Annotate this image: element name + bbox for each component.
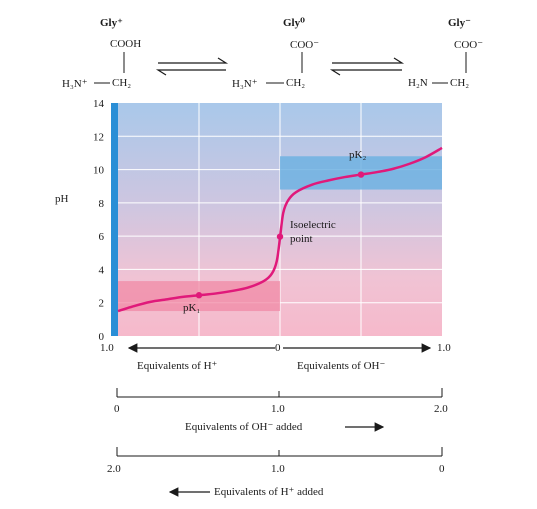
equilibrium-arrow-1 xyxy=(155,57,229,76)
pk1-point xyxy=(195,292,203,299)
bottom-axis-1 xyxy=(116,388,443,398)
species-group: COO⁻ xyxy=(454,39,484,51)
y-tick-label: 12 xyxy=(93,131,104,143)
y-tick-label: 14 xyxy=(93,98,105,110)
species-bonds xyxy=(94,52,467,84)
x-caption-oh: Equivalents of OH⁻ xyxy=(297,360,386,372)
x-caption-h: Equivalents of H⁺ xyxy=(137,360,218,372)
left-color-bar xyxy=(111,103,118,336)
species-name: Gly⁰ xyxy=(283,17,305,29)
axis2-tick-2: 0 xyxy=(439,463,445,475)
axis2-tick-0: 2.0 xyxy=(107,463,121,475)
species-name: Gly⁻ xyxy=(448,17,471,29)
y-tick-label: 0 xyxy=(99,331,105,343)
bottom-axis-2 xyxy=(116,447,443,457)
species-amine: H₃N⁺ xyxy=(62,78,88,90)
isoelectric-point xyxy=(276,233,284,240)
y-tick-label: 10 xyxy=(93,165,105,177)
x-top-label-right: 1.0 xyxy=(437,342,451,354)
species-carbon: CH₂ xyxy=(450,77,470,89)
species-name: Gly⁺ xyxy=(100,17,123,29)
x-top-label-left: 1.0 xyxy=(100,342,114,354)
equilibrium-arrow-2 xyxy=(329,57,405,76)
species-group: COOH xyxy=(110,38,142,50)
axis2-label: Equivalents of H⁺ added xyxy=(214,486,324,498)
y-axis-label: pH xyxy=(55,193,69,205)
axis2-tick-1: 1.0 xyxy=(271,463,285,475)
annotation-point: point xyxy=(290,233,313,245)
y-tick-label: 2 xyxy=(99,298,105,310)
key-points xyxy=(195,171,365,299)
axis1-label: Equivalents of OH⁻ added xyxy=(185,421,303,433)
y-tick-label: 6 xyxy=(99,231,105,243)
species-amine: H₃N⁺ xyxy=(232,78,258,90)
y-tick-labels: 0 2 4 6 8 10 12 14 xyxy=(93,98,105,343)
annotation-pk1: pK₁ xyxy=(183,302,201,314)
species-carbon: CH₂ xyxy=(112,77,132,89)
pk2-point xyxy=(357,171,365,178)
x-top-label-mid: 0 xyxy=(275,342,281,354)
species-group: COO⁻ xyxy=(290,39,320,51)
axis1-tick-2: 2.0 xyxy=(434,403,448,415)
y-tick-label: 8 xyxy=(99,198,105,210)
annotation-isoelectric: Isoelectric xyxy=(290,219,336,231)
axis1-tick-0: 0 xyxy=(114,403,120,415)
species-amine: H₂N xyxy=(408,77,428,89)
axis1-tick-1: 1.0 xyxy=(271,403,285,415)
species-carbon: CH₂ xyxy=(286,77,306,89)
y-tick-label: 4 xyxy=(99,264,105,276)
annotation-pk2: pK₂ xyxy=(349,149,367,161)
